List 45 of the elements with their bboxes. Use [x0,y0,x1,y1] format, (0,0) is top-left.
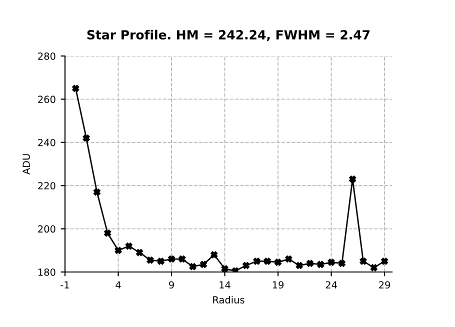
point [338,260,346,267]
y-axis-title: ADU [22,154,30,175]
x-tick-label: -1 [60,281,69,288]
point [296,262,303,269]
point [168,256,175,263]
y-tick-label: 240 [38,138,56,146]
x-tick-label: 14 [220,281,230,288]
y-tick-label: 180 [38,268,56,276]
y-tick-label: 260 [38,96,56,104]
point [146,256,154,264]
point [221,265,228,272]
point [381,258,388,265]
point [114,246,122,254]
chart-title: Star Profile. HM = 242.24, FWHM = 2.47 [87,30,370,42]
point [274,258,282,266]
point [200,260,207,268]
point [210,251,218,258]
x-axis-title: Radius [213,296,244,304]
point [317,260,324,268]
point [285,256,292,263]
point [125,242,132,250]
point [189,263,196,270]
x-tick-label: 29 [379,281,390,289]
point [157,258,164,265]
point [306,260,314,267]
point [264,258,271,265]
point [349,176,356,183]
point [360,258,367,265]
x-tick-label: 19 [272,281,284,289]
point [242,262,250,269]
x-tick-label: 9 [169,281,174,289]
point [104,230,112,237]
point [178,256,186,263]
y-tick-label: 280 [38,52,56,60]
y-tick-label: 200 [38,225,56,233]
point [328,258,335,266]
point [136,249,144,256]
point [82,134,90,142]
point [93,188,100,196]
y-tick-label: 220 [38,182,56,190]
x-tick-label: 24 [326,281,337,288]
point [370,264,378,272]
x-tick-label: 4 [116,281,121,288]
point [72,84,80,92]
point [253,258,260,265]
